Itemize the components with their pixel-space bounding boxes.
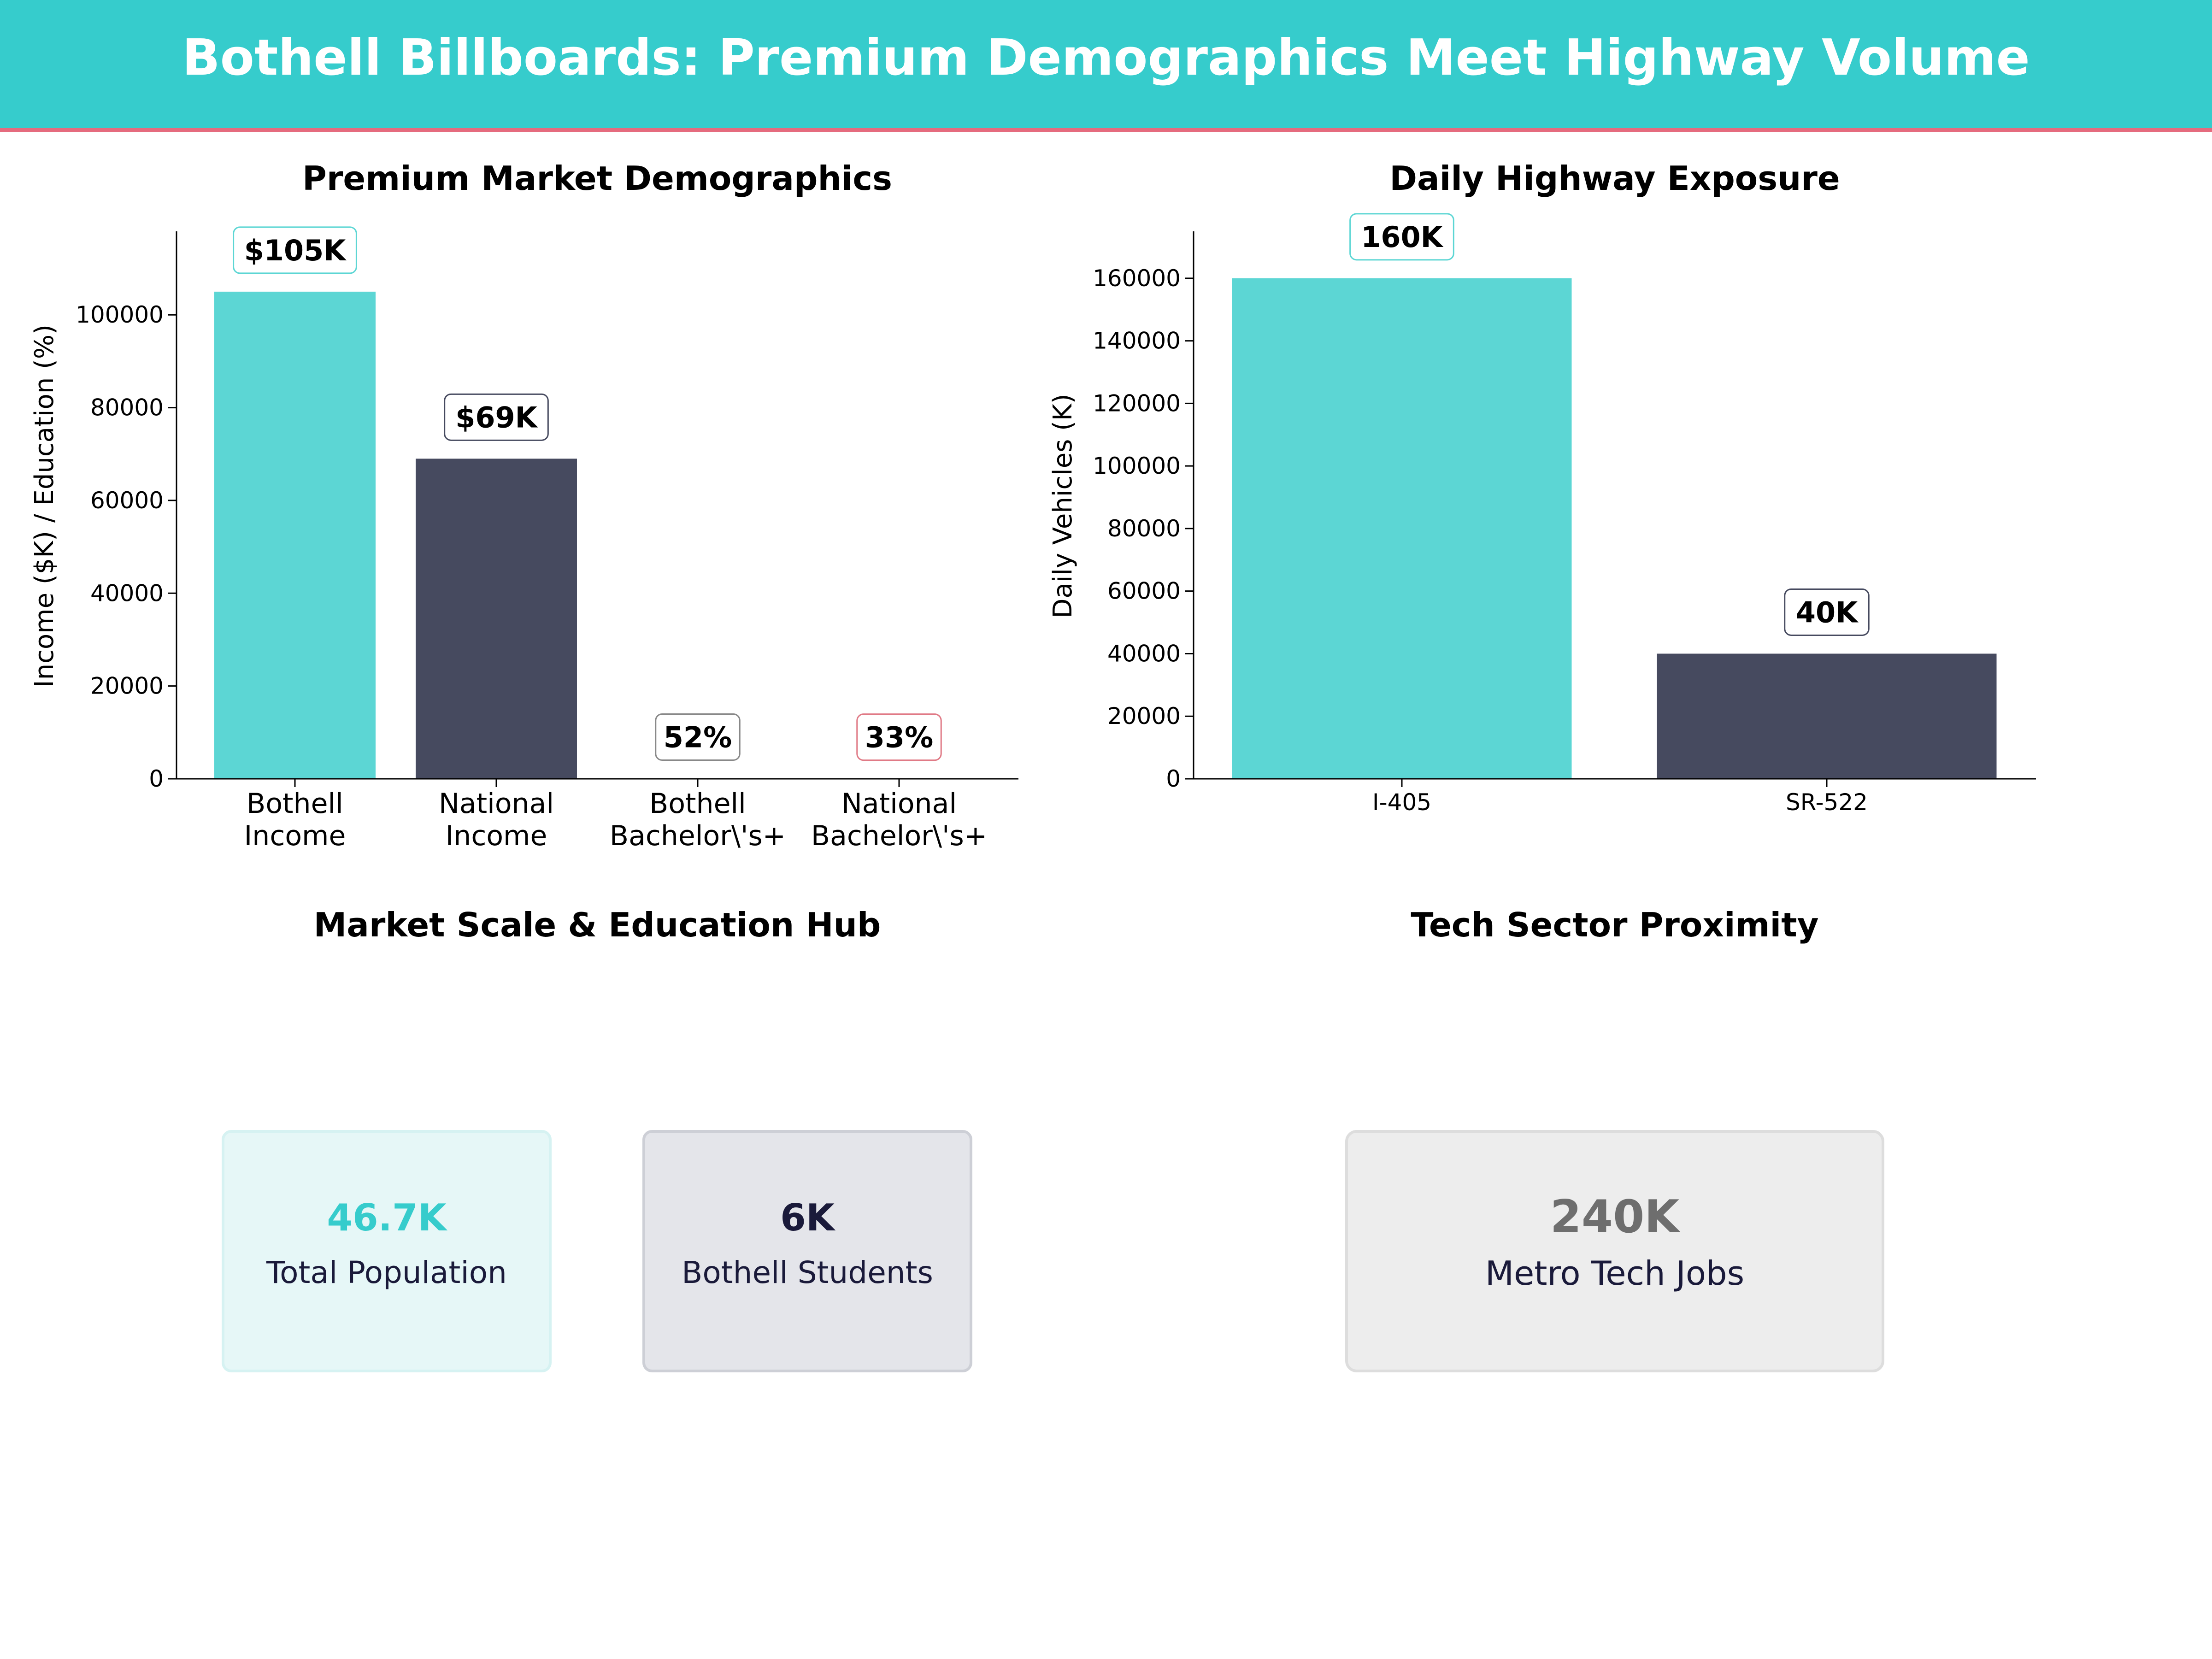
data-label-box (233, 226, 357, 274)
data-label-text: $105K (244, 234, 347, 267)
stat-card-population-box (222, 1130, 552, 1372)
data-label-sr-522: 40K (1784, 588, 1870, 636)
y-tick-label: 60000 (1107, 578, 1181, 605)
page-title: Bothell Billboards: Premium Demographics… (182, 29, 2030, 87)
data-label-box (856, 713, 942, 761)
demographics-y-axis-label: Income ($K) / Education (%) (29, 324, 59, 688)
stat-card-students-label: Bothell Students (682, 1255, 933, 1290)
y-tick-label: 80000 (90, 394, 164, 421)
data-label-box (1349, 213, 1454, 261)
x-tick-label: Bothell (649, 788, 746, 820)
x-tick-label: I-405 (1372, 789, 1431, 816)
stat-card-tech-jobs: 240K Metro Tech Jobs (1345, 1130, 1884, 1372)
data-label-text: $69K (455, 400, 538, 434)
market-scale-title: Market Scale & Education Hub (314, 906, 881, 944)
y-tick-label: 0 (149, 765, 164, 792)
data-label-i-405: 160K (1349, 213, 1454, 261)
demographics-data-labels: $105K $69K 52% 33% (233, 226, 942, 761)
highway-data-labels: 160K 40K (1349, 213, 1870, 636)
demographics-chart: Premium Market Demographics Income ($K) … (29, 159, 1018, 852)
market-scale-section: Market Scale & Education Hub 46.7K Total… (222, 906, 972, 1372)
stat-card-population: 46.7K Total Population (222, 1130, 552, 1372)
x-tick-label: SR-522 (1786, 789, 1868, 816)
tech-proximity-title: Tech Sector Proximity (1411, 906, 1818, 944)
data-label-national-bachelors: 33% (856, 713, 942, 761)
bar-national-income (416, 459, 577, 779)
highway-y-axis-label: Daily Vehicles (K) (1048, 394, 1078, 618)
demographics-chart-title: Premium Market Demographics (302, 159, 892, 198)
y-tick-label: 100000 (1093, 453, 1181, 479)
demographics-x-ticks: BothellIncomeNationalIncomeBothellBachel… (244, 779, 987, 852)
x-tick-label: Income (244, 820, 346, 852)
highway-chart-title: Daily Highway Exposure (1389, 159, 1840, 198)
highway-chart: Daily Highway Exposure Daily Vehicles (K… (1048, 159, 2036, 816)
data-label-box (655, 713, 741, 761)
highway-y-ticks: 0 20000 40000 60000 80000 100000 120000 140000 1… (1093, 265, 1194, 792)
stat-card-students-value: 6K (780, 1196, 836, 1239)
demographics-y-ticks: 0 20000 40000 60000 80000 100000 (76, 301, 176, 792)
stat-card-population-value: 46.7K (327, 1196, 447, 1239)
data-label-bothell-income: $105K (233, 226, 357, 274)
y-tick-label: 20000 (1107, 703, 1181, 729)
x-tick-label: Bachelor\'s+ (811, 820, 987, 852)
data-label-box (1784, 588, 1870, 636)
header-banner: Bothell Billboards: Premium Demographics… (0, 0, 2212, 132)
x-tick-label: National (439, 788, 554, 820)
data-label-national-income: $69K (444, 393, 549, 441)
y-tick-label: 160000 (1093, 265, 1181, 292)
bar-sr-522 (1657, 653, 1997, 779)
y-tick-label: 60000 (90, 487, 164, 514)
data-label-box (444, 393, 549, 441)
demographics-bars (214, 291, 980, 779)
stat-card-tech-jobs-box (1345, 1130, 1884, 1372)
x-tick-label: Bothell (247, 788, 343, 820)
y-tick-label: 100000 (76, 301, 164, 328)
header-rule (0, 128, 2212, 132)
data-label-text: 160K (1361, 220, 1443, 254)
highway-bars (1232, 278, 1997, 779)
y-tick-label: 120000 (1093, 390, 1181, 417)
y-tick-label: 40000 (1107, 640, 1181, 667)
stat-card-population-label: Total Population (266, 1255, 507, 1290)
y-tick-label: 40000 (90, 580, 164, 606)
data-label-text: 40K (1796, 595, 1859, 629)
stat-card-tech-jobs-label: Metro Tech Jobs (1485, 1254, 1744, 1293)
stat-card-students: 6K Bothell Students (642, 1130, 972, 1372)
y-tick-label: 140000 (1093, 328, 1181, 354)
bar-i-405 (1232, 278, 1572, 779)
header-background (0, 0, 2212, 128)
y-tick-label: 80000 (1107, 515, 1181, 542)
data-label-bothell-bachelors: 52% (655, 713, 741, 761)
tech-proximity-section: Tech Sector Proximity 240K Metro Tech Jo… (1345, 906, 1884, 1372)
x-tick-label: Bachelor\'s+ (610, 820, 786, 852)
stat-card-tech-jobs-value: 240K (1550, 1191, 1681, 1243)
stat-card-students-box (642, 1130, 972, 1372)
y-tick-label: 20000 (90, 673, 164, 700)
highway-x-ticks: I-405 SR-522 (1372, 779, 1868, 816)
x-tick-label: National (841, 788, 957, 820)
bar-bothell-income (214, 291, 376, 779)
data-label-text: 33% (865, 721, 933, 754)
y-tick-label: 0 (1166, 765, 1181, 792)
x-tick-label: Income (446, 820, 547, 852)
data-label-text: 52% (664, 720, 732, 754)
